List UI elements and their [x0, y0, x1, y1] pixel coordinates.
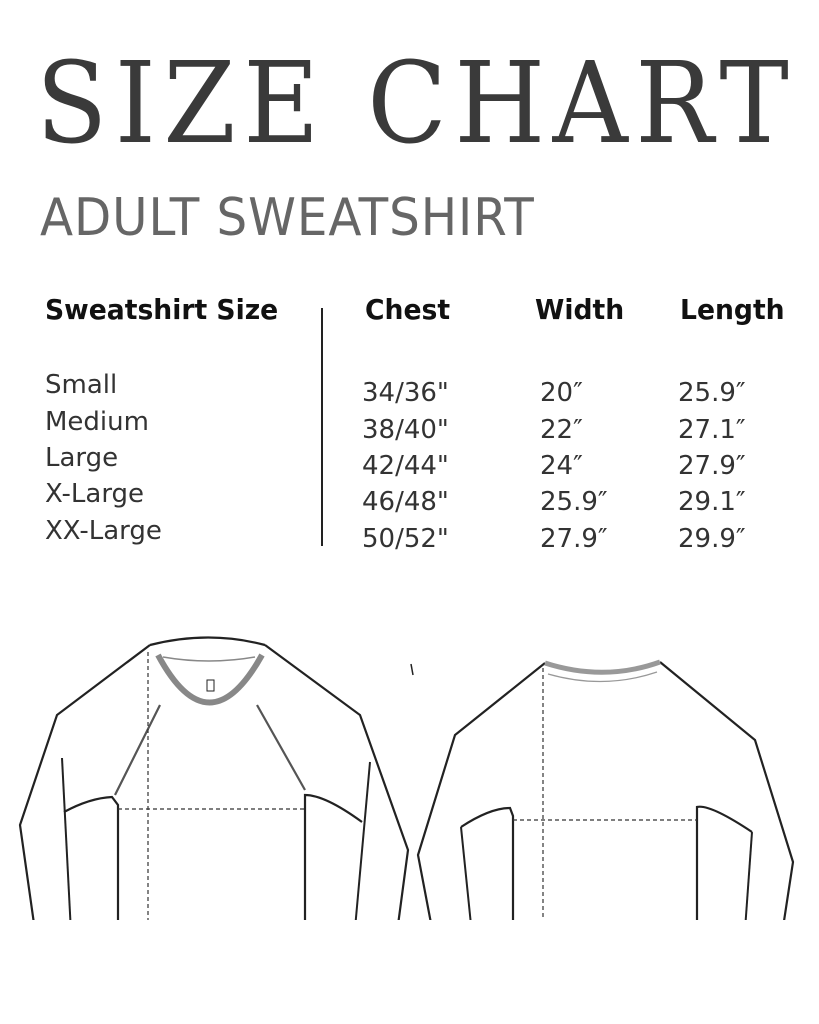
row-size-cell: X-Large: [45, 479, 145, 509]
header-width: Width: [535, 293, 625, 326]
header-size: Sweatshirt Size: [45, 293, 279, 326]
row-size-cell: Small: [45, 370, 118, 400]
row-chest-cell: 34/36": [362, 378, 449, 408]
row-width-cell: 24″: [540, 451, 583, 481]
row-width-cell: 20″: [540, 378, 583, 408]
row-width-cell: 22″: [540, 415, 583, 445]
row-size-cell: Medium: [45, 407, 149, 437]
row-length-cell: 29.1″: [678, 487, 746, 517]
sweatshirt-diagrams: [18, 636, 795, 920]
row-width-cell: 25.9″: [540, 487, 608, 517]
front-sweatshirt: [18, 636, 410, 920]
row-length-cell: 29.9″: [678, 524, 746, 554]
row-chest-cell: 42/44": [362, 451, 449, 481]
page-subtitle: ADULT SWEATSHIRT: [40, 188, 535, 248]
header-length: Length: [680, 293, 785, 326]
row-chest-cell: 50/52": [362, 524, 449, 554]
row-size-cell: Large: [45, 443, 119, 473]
front-measure-lines: [118, 652, 305, 920]
row-length-cell: 27.1″: [678, 415, 746, 445]
row-chest-cell: 46/48": [362, 487, 449, 517]
row-chest-cell: 38/40": [362, 415, 449, 445]
row-length-cell: 25.9″: [678, 378, 746, 408]
row-length-cell: 27.9″: [678, 451, 746, 481]
back-sweatshirt: [410, 659, 795, 920]
page-title: SIZE CHART: [36, 39, 797, 169]
row-width-cell: 27.9″: [540, 524, 608, 554]
back-measure-lines: [513, 668, 697, 920]
row-size-cell: XX-Large: [45, 516, 162, 546]
header-chest: Chest: [365, 293, 451, 326]
column-divider: [321, 308, 323, 546]
